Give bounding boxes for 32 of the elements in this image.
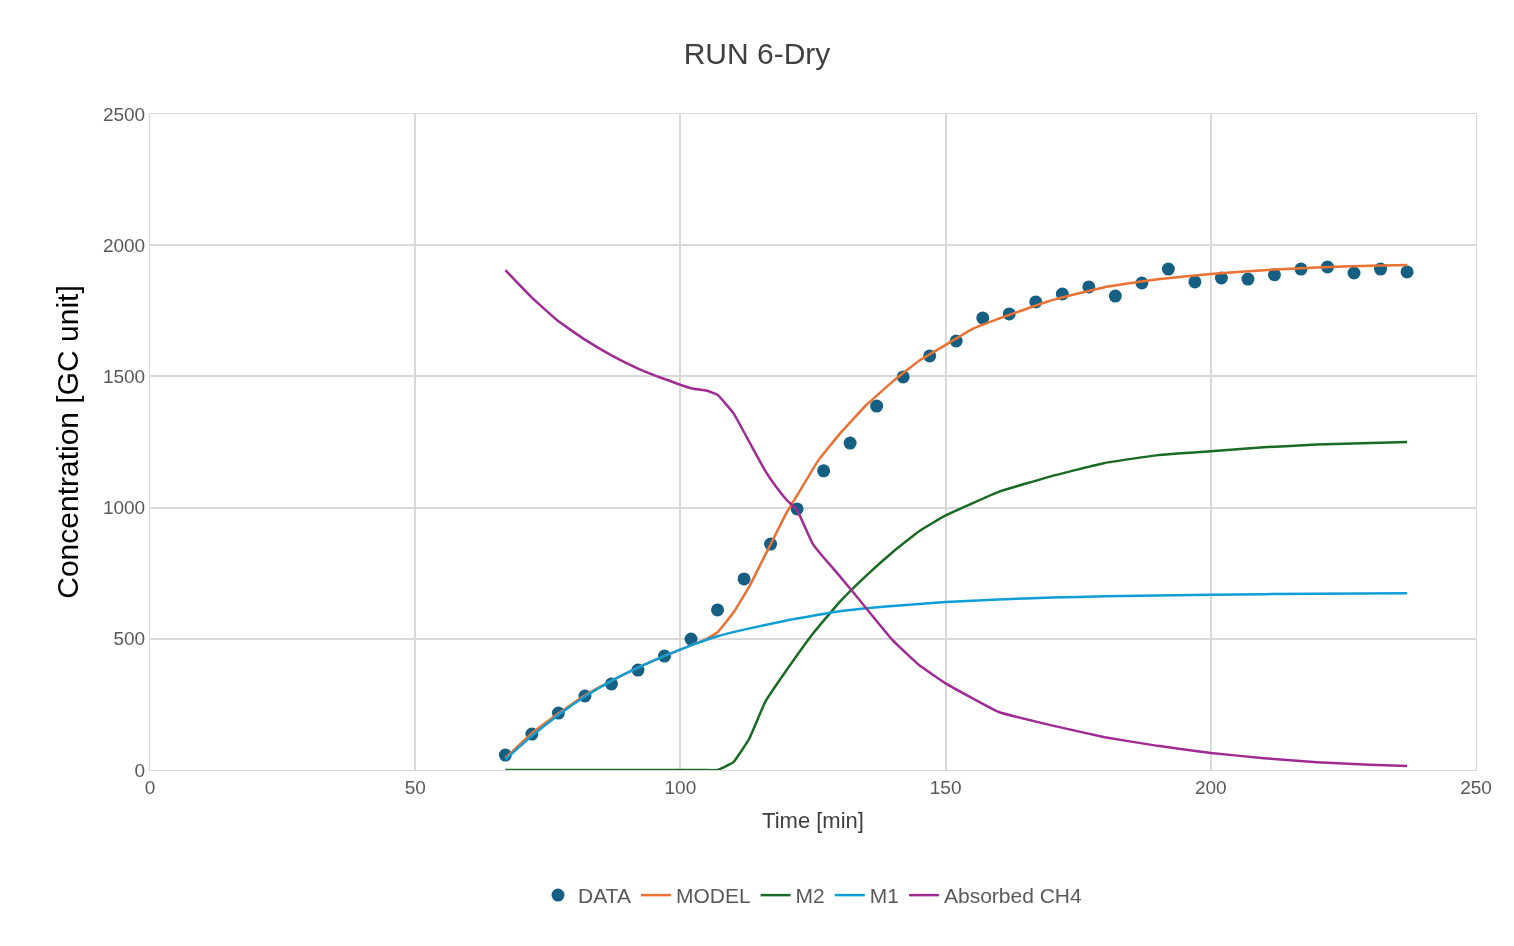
point [843,436,857,450]
y-tick-label: 0 [134,759,146,781]
x-tick-label: 200 [1194,776,1227,798]
legend-label: DATA [578,884,631,908]
point [976,311,990,325]
point [711,603,725,617]
legend-label: M2 [795,884,825,908]
x-tick-label: 250 [1460,776,1492,798]
y-tick-label: 1500 [102,366,146,388]
point [737,572,751,586]
point [1241,272,1255,286]
x-axis-title: Time [min] [762,807,864,833]
x-tick-label: 100 [664,776,697,798]
point [870,399,884,413]
legend-label: MODEL [675,884,751,908]
point [1161,262,1175,276]
y-tick-label: 1000 [102,497,146,519]
point [1347,266,1361,280]
x-tick-label: 50 [404,776,426,798]
chart-title: RUN 6-Dry [683,36,831,70]
line-series [504,440,1409,770]
x-tick-label: 150 [929,776,962,798]
point [1108,289,1122,303]
point [817,464,831,478]
y-tick-label: 2000 [102,234,146,256]
point [1188,275,1202,289]
y-tick-label: 2500 [102,103,146,125]
point [1400,265,1414,279]
y-axis-title: Concentration [GC unit] [50,285,84,599]
y-tick-label: 500 [113,628,146,650]
legend-label: Absorbed CH4 [943,884,1083,908]
legend-label: M1 [869,884,899,908]
